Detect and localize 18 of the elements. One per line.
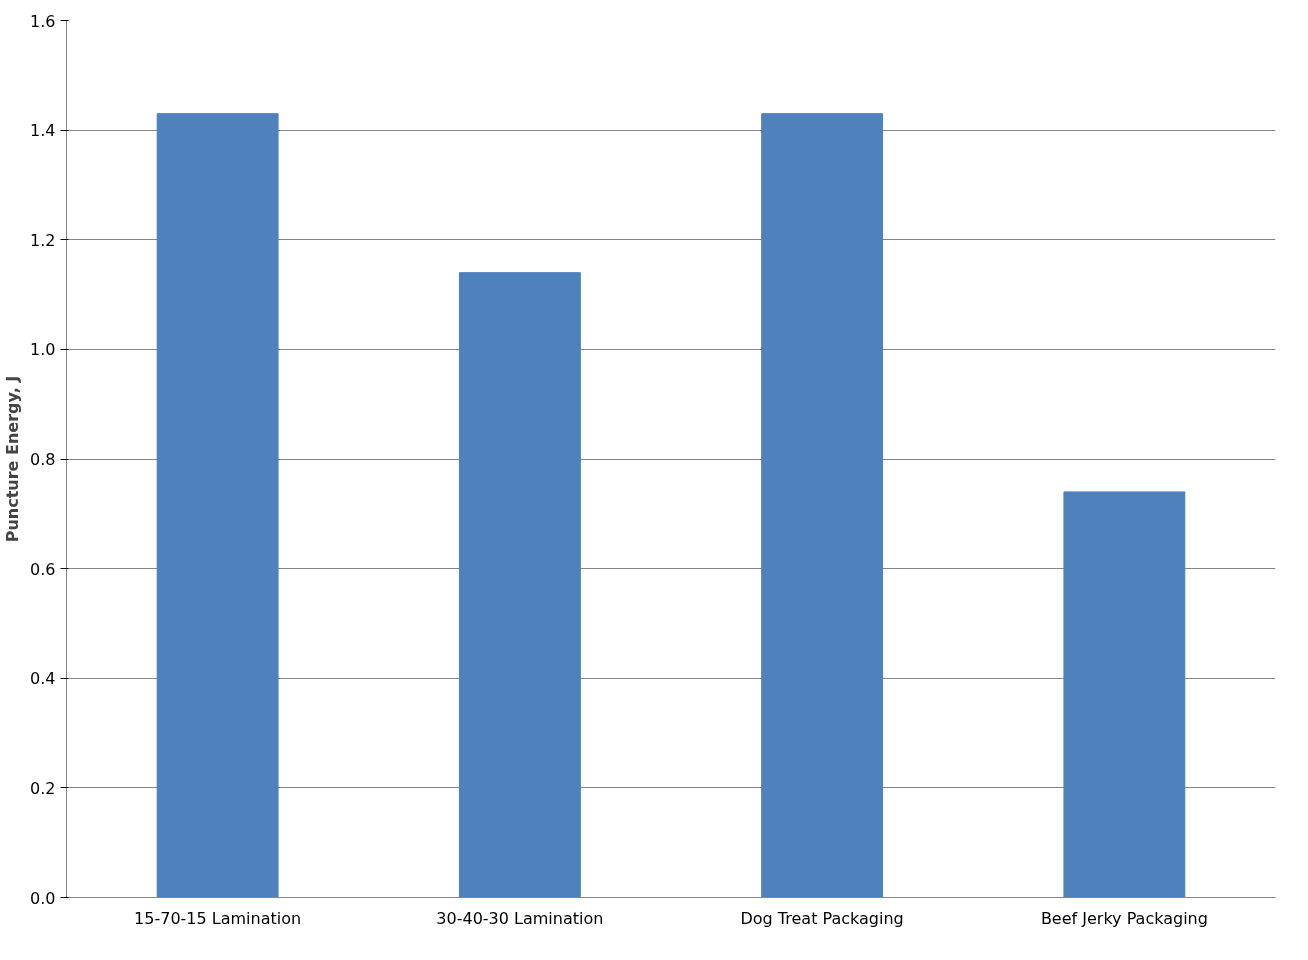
bar <box>761 113 884 898</box>
y-tick-label: 0.2 <box>30 778 56 798</box>
y-tick-label: 1.4 <box>30 121 56 141</box>
x-tick-label: 15-70-15 Lamination <box>134 908 302 928</box>
y-tick-label: 1.0 <box>30 340 56 360</box>
y-tick-label: 0.6 <box>30 559 56 579</box>
y-tick-label: 1.2 <box>30 230 56 250</box>
y-axis-title: Puncture Energy, J <box>3 375 23 543</box>
y-tick-label: 0.0 <box>30 888 56 908</box>
y-tick-label: 0.4 <box>30 669 56 689</box>
y-tick-label: 1.6 <box>30 11 56 31</box>
y-tick-label: 0.8 <box>30 450 56 469</box>
bar <box>1063 491 1186 898</box>
x-tick-label: Dog Treat Packaging <box>740 908 904 928</box>
bar <box>458 272 581 898</box>
x-tick-label: 30-40-30 Lamination <box>436 908 604 928</box>
x-tick-label: Beef Jerky Packaging <box>1040 908 1208 928</box>
bar <box>156 113 279 898</box>
